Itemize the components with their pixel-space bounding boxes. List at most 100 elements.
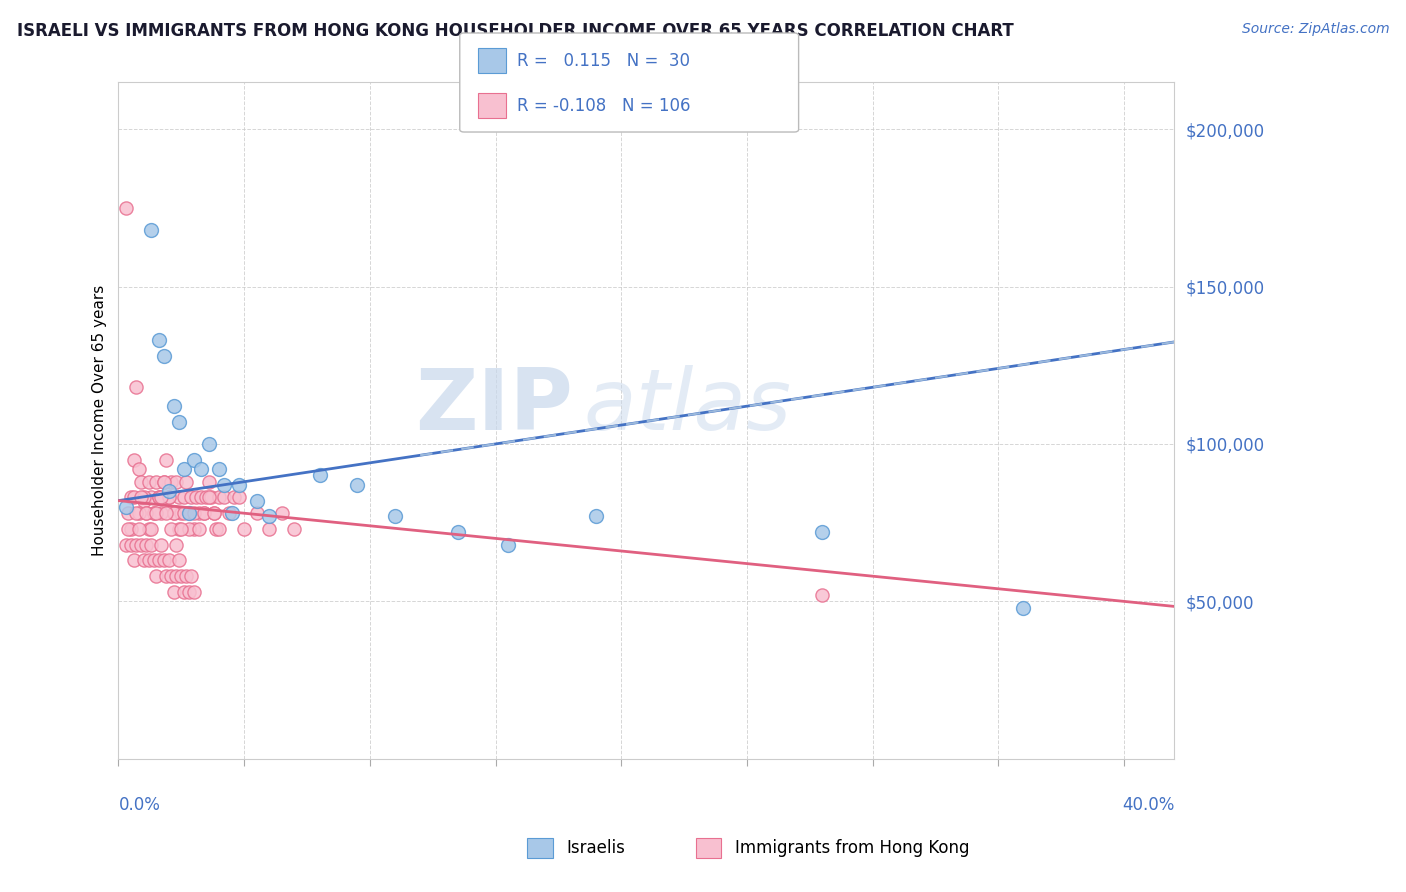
Point — [165, 569, 187, 583]
Point — [152, 553, 174, 567]
Point — [200, 491, 222, 505]
Point — [233, 522, 256, 536]
Point — [811, 525, 834, 540]
Point — [183, 522, 205, 536]
Point — [138, 475, 160, 489]
Point — [496, 538, 519, 552]
Point — [177, 585, 200, 599]
Text: Israelis: Israelis — [567, 839, 626, 857]
Point — [155, 506, 177, 520]
Point — [139, 522, 162, 536]
Point — [165, 475, 187, 489]
Point — [198, 475, 221, 489]
Point — [180, 569, 202, 583]
Point — [195, 491, 218, 505]
Point — [167, 491, 190, 505]
Text: ZIP: ZIP — [415, 366, 572, 449]
Point — [198, 437, 221, 451]
Point — [186, 491, 208, 505]
Point — [218, 506, 240, 520]
Point — [1012, 600, 1035, 615]
Point — [132, 493, 155, 508]
Text: ISRAELI VS IMMIGRANTS FROM HONG KONG HOUSEHOLDER INCOME OVER 65 YEARS CORRELATIO: ISRAELI VS IMMIGRANTS FROM HONG KONG HOU… — [17, 22, 1014, 40]
Point — [221, 506, 243, 520]
Point — [160, 522, 183, 536]
Point — [125, 506, 148, 520]
Point — [115, 201, 138, 215]
Point — [145, 569, 167, 583]
Point — [187, 522, 209, 536]
Point — [139, 223, 162, 237]
Point — [142, 553, 165, 567]
Point — [183, 506, 205, 520]
Point — [152, 475, 174, 489]
Point — [183, 452, 205, 467]
Point — [122, 452, 145, 467]
Point — [155, 452, 177, 467]
Point — [125, 538, 148, 552]
Point — [163, 506, 186, 520]
Point — [157, 491, 180, 505]
Point — [163, 399, 186, 413]
Point — [125, 380, 148, 394]
Point — [447, 525, 470, 540]
Text: R = -0.108   N = 106: R = -0.108 N = 106 — [517, 96, 690, 114]
Point — [160, 475, 183, 489]
Point — [150, 491, 173, 505]
Point — [259, 522, 281, 536]
Point — [117, 506, 139, 520]
Point — [115, 500, 138, 514]
Text: Source: ZipAtlas.com: Source: ZipAtlas.com — [1241, 22, 1389, 37]
Point — [190, 491, 212, 505]
Point — [212, 478, 235, 492]
Point — [150, 506, 173, 520]
Point — [165, 538, 187, 552]
Text: 40.0%: 40.0% — [1122, 796, 1174, 814]
Y-axis label: Householder Income Over 65 years: Householder Income Over 65 years — [93, 285, 107, 556]
Point — [228, 491, 250, 505]
Point — [160, 569, 183, 583]
Point — [142, 506, 165, 520]
Point — [228, 478, 250, 492]
Point — [346, 478, 368, 492]
Text: R =   0.115   N =  30: R = 0.115 N = 30 — [517, 52, 690, 70]
Point — [152, 475, 174, 489]
Point — [115, 538, 138, 552]
Point — [212, 491, 235, 505]
Point — [135, 538, 157, 552]
Point — [122, 491, 145, 505]
Text: Immigrants from Hong Kong: Immigrants from Hong Kong — [735, 839, 970, 857]
Point — [132, 491, 155, 505]
Point — [167, 553, 190, 567]
Point — [138, 553, 160, 567]
Point — [246, 506, 269, 520]
Point — [157, 553, 180, 567]
Point — [148, 491, 170, 505]
Point — [138, 522, 160, 536]
Point — [129, 538, 152, 552]
Point — [128, 522, 150, 536]
Point — [173, 462, 195, 476]
Point — [187, 506, 209, 520]
Point — [173, 491, 195, 505]
Point — [142, 506, 165, 520]
Point — [384, 509, 406, 524]
Point — [145, 506, 167, 520]
Point — [167, 415, 190, 429]
Point — [139, 491, 162, 505]
Point — [198, 491, 221, 505]
Point — [163, 585, 186, 599]
Point — [117, 522, 139, 536]
Point — [170, 522, 193, 536]
Point — [148, 491, 170, 505]
Point — [259, 509, 281, 524]
Point — [208, 522, 231, 536]
Point — [190, 462, 212, 476]
Point — [132, 553, 155, 567]
Point — [148, 553, 170, 567]
Point — [176, 569, 198, 583]
Point — [157, 484, 180, 499]
Point — [177, 506, 200, 520]
Point — [135, 506, 157, 520]
Point — [246, 493, 269, 508]
